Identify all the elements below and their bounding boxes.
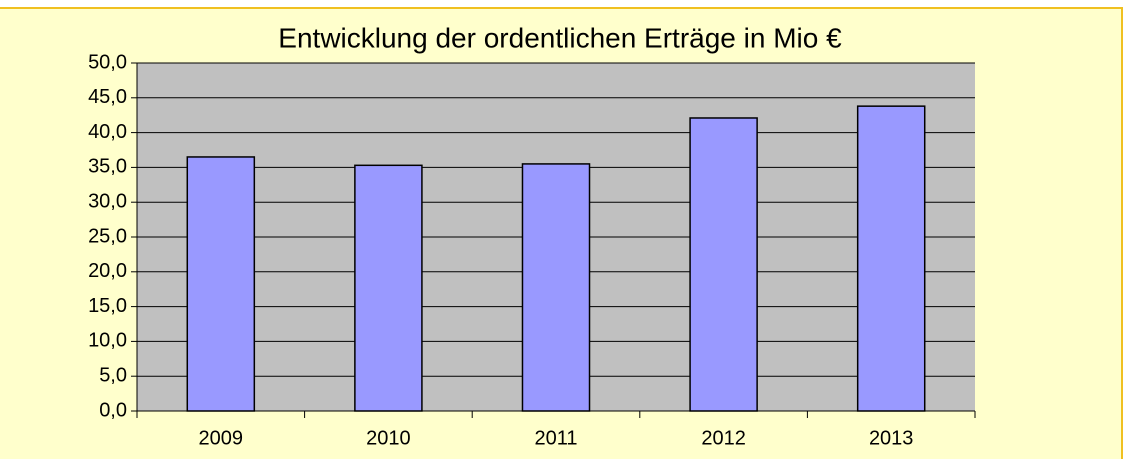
- x-tick-label: 2013: [869, 427, 914, 449]
- y-tick-label: 45,0: [88, 86, 127, 108]
- y-tick-label: 50,0: [88, 51, 127, 73]
- bar: [354, 164, 423, 412]
- y-tick-label: 0,0: [99, 399, 127, 421]
- bar: [689, 117, 758, 412]
- y-tick-label: 40,0: [88, 121, 127, 143]
- y-tick-label: 5,0: [99, 364, 127, 386]
- x-tick-label: 2012: [701, 427, 746, 449]
- bar: [186, 156, 256, 412]
- y-tick-label: 15,0: [88, 295, 127, 317]
- x-tick-label: 2009: [199, 427, 244, 449]
- y-tick-label: 30,0: [88, 190, 127, 212]
- y-tick-label: 25,0: [88, 225, 127, 247]
- x-tick-label: 2010: [366, 427, 411, 449]
- bar: [856, 105, 926, 412]
- x-tick-label: 2011: [534, 427, 577, 449]
- y-tick-label: 10,0: [88, 330, 127, 352]
- chart-title: Entwicklung der ordentlichen Erträge in …: [278, 22, 842, 53]
- y-tick-label: 20,0: [88, 260, 127, 282]
- y-tick-label: 35,0: [88, 156, 127, 178]
- bar: [521, 163, 591, 412]
